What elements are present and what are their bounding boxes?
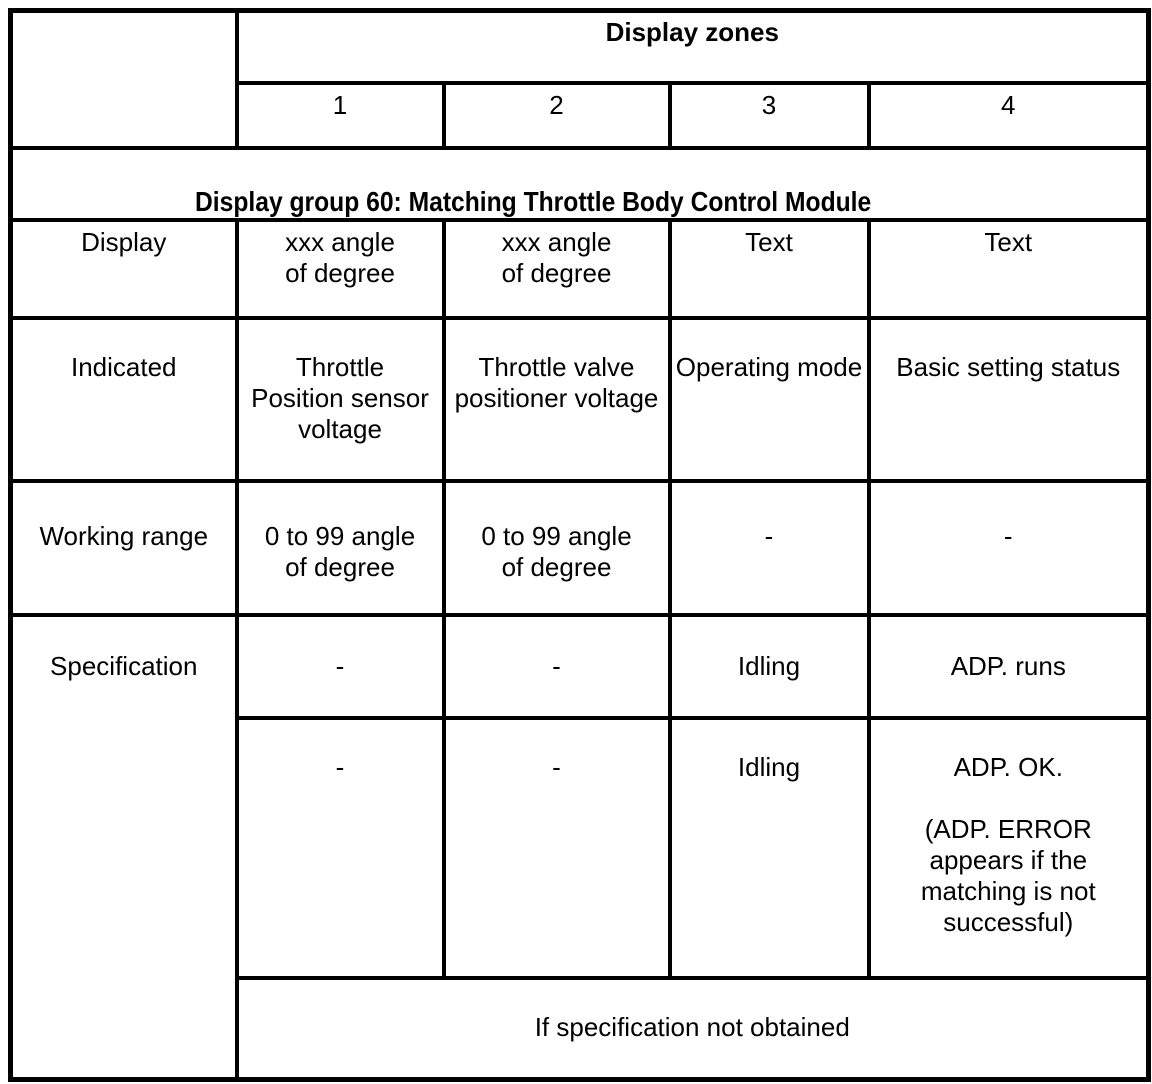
zone-column-header-1: 1: [234, 80, 446, 150]
spec1-zone4-cell: ADP. runs: [866, 612, 1151, 720]
display-zone3-cell: Text: [667, 217, 871, 320]
display-zone4-cell: Text: [866, 217, 1151, 320]
zone-column-header-2: 2: [441, 80, 672, 150]
zone-column-header-4: 4: [866, 80, 1151, 150]
indicated-zone2-cell: Throttle valve positioner voltage: [441, 315, 672, 483]
display-zones-header: Display zones: [234, 8, 1151, 85]
spec1-zone1-cell: -: [234, 612, 446, 720]
spec2-zone2-cell: -: [441, 715, 672, 980]
spec2-zone1-cell: -: [234, 715, 446, 980]
display-group-title: Display group 60: Matching Throttle Body…: [8, 145, 1151, 222]
indicated-zone3-cell: Operating mode: [667, 315, 871, 483]
spec1-zone2-cell: -: [441, 612, 672, 720]
spec1-zone3-cell: Idling: [667, 612, 871, 720]
corner-empty-cell: [8, 8, 239, 150]
working-range-zone1-cell: 0 to 99 angle of degree: [234, 478, 446, 617]
working-range-zone3-cell: -: [667, 478, 871, 617]
working-range-zone2-cell: 0 to 99 angle of degree: [441, 478, 672, 617]
display-zones-table: Display zones 1 2 3 4 Display group 60: …: [8, 8, 1152, 1082]
indicated-zone1-cell: Throttle Position sensor voltage: [234, 315, 446, 483]
row-label-working-range: Working range: [8, 478, 239, 617]
row-label-specification: Specification: [8, 612, 239, 1082]
row-label-indicated: Indicated: [8, 315, 239, 483]
spec2-zone4-cell: ADP. OK. (ADP. ERROR appears if the matc…: [866, 715, 1151, 980]
zone-column-header-3: 3: [667, 80, 871, 150]
spec2-zone3-cell: Idling: [667, 715, 871, 980]
spec-footer-cell: If specification not obtained: [234, 975, 1151, 1082]
working-range-zone4-cell: -: [866, 478, 1151, 617]
display-group-title-text: Display group 60: Matching Throttle Body…: [195, 185, 872, 217]
row-label-display: Display: [8, 217, 239, 320]
display-zone1-cell: xxx angle of degree: [234, 217, 446, 320]
indicated-zone4-cell: Basic setting status: [866, 315, 1151, 483]
display-zone2-cell: xxx angle of degree: [441, 217, 672, 320]
